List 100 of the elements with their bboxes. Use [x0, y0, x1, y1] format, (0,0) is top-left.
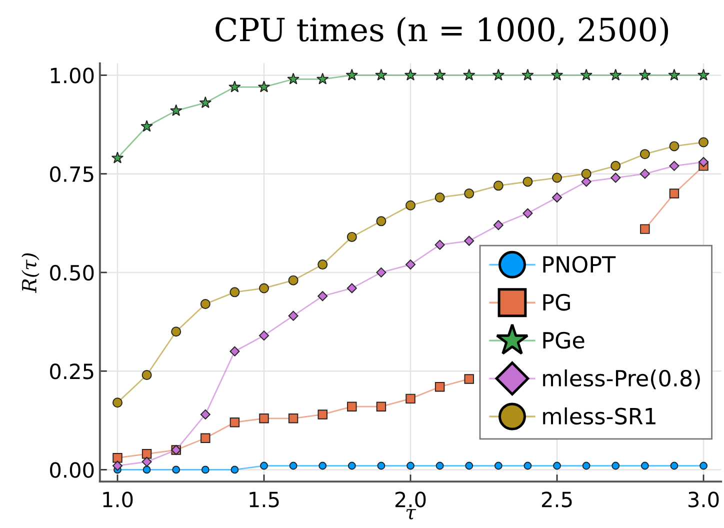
- point: [406, 260, 416, 270]
- point: [404, 68, 417, 80]
- point: [200, 409, 210, 420]
- x-axis-title: τ: [406, 509, 416, 520]
- legend-label: mless-SR1: [543, 407, 656, 425]
- point: [199, 96, 212, 108]
- legend-label: PGe: [543, 332, 584, 349]
- legend-label: PNOPT: [543, 256, 616, 273]
- point: [640, 224, 650, 234]
- y-tick-label: 0.75: [50, 166, 94, 182]
- point: [200, 433, 210, 443]
- point: [171, 326, 182, 337]
- point: [464, 188, 474, 199]
- point: [376, 216, 386, 226]
- point: [170, 104, 182, 116]
- y-tick-label: 0.25: [50, 364, 94, 380]
- point: [318, 260, 328, 270]
- point: [230, 346, 240, 356]
- point: [289, 462, 298, 470]
- y-tick-label: 1.00: [50, 68, 94, 84]
- point: [376, 267, 386, 278]
- point: [638, 68, 652, 80]
- point: [346, 68, 358, 80]
- point: [610, 68, 622, 80]
- chart-title: CPU times (n = 1000, 2500): [216, 16, 668, 46]
- point: [288, 310, 298, 321]
- y-tick-label: 0.50: [50, 264, 94, 281]
- point: [581, 168, 592, 179]
- point: [230, 287, 240, 298]
- point: [434, 192, 445, 202]
- point: [434, 68, 446, 80]
- legend-label: mless-Pre(0.8): [543, 369, 700, 390]
- point: [465, 462, 474, 470]
- point: [552, 172, 562, 183]
- point: [580, 68, 592, 80]
- point: [346, 283, 357, 294]
- point: [493, 220, 504, 230]
- point: [464, 374, 474, 384]
- point: [142, 456, 152, 467]
- point: [288, 414, 298, 424]
- point: [522, 208, 533, 218]
- point: [610, 160, 621, 171]
- point: [612, 462, 620, 470]
- point: [640, 149, 650, 160]
- point: [640, 462, 649, 470]
- point: [375, 68, 388, 80]
- point: [287, 72, 300, 84]
- point: [436, 462, 444, 470]
- point: [697, 68, 710, 80]
- point: [140, 120, 153, 132]
- x-tick-label: 1.0: [103, 492, 133, 508]
- point: [318, 410, 328, 420]
- point: [493, 180, 504, 191]
- legend-label: PG: [543, 294, 570, 311]
- point: [346, 232, 357, 242]
- point: [668, 68, 680, 80]
- point: [142, 370, 152, 380]
- point: [348, 462, 356, 470]
- point: [434, 382, 445, 392]
- point: [524, 462, 532, 470]
- point: [669, 141, 680, 152]
- point: [698, 137, 709, 148]
- y-tick-label: 0.00: [50, 462, 94, 478]
- point: [318, 462, 327, 470]
- point: [669, 188, 680, 198]
- point: [698, 156, 709, 167]
- point: [347, 402, 357, 412]
- point: [406, 394, 416, 404]
- point: [318, 291, 328, 302]
- point: [112, 460, 122, 471]
- point: [553, 462, 561, 470]
- x-tick-label: 2.0: [395, 492, 426, 508]
- y-axis-title: R(τ): [22, 253, 40, 294]
- point: [522, 176, 533, 187]
- point: [610, 172, 621, 183]
- point: [406, 462, 414, 470]
- point: [376, 402, 386, 412]
- point: [230, 466, 239, 474]
- point: [463, 68, 476, 80]
- point: [258, 330, 270, 341]
- point: [550, 68, 564, 80]
- point: [112, 398, 122, 408]
- point: [228, 80, 241, 92]
- point: [230, 418, 240, 428]
- x-tick-label: 2.5: [542, 492, 572, 508]
- point: [640, 168, 650, 179]
- point: [582, 462, 590, 470]
- point: [406, 200, 416, 210]
- point: [377, 462, 386, 470]
- point: [552, 192, 562, 202]
- point: [288, 275, 298, 286]
- point: [434, 240, 445, 250]
- point: [259, 283, 269, 294]
- point: [670, 462, 678, 470]
- point: [494, 462, 502, 470]
- point: [142, 449, 152, 459]
- point: [142, 466, 151, 474]
- point: [172, 466, 180, 474]
- point: [700, 462, 708, 470]
- point: [669, 160, 680, 171]
